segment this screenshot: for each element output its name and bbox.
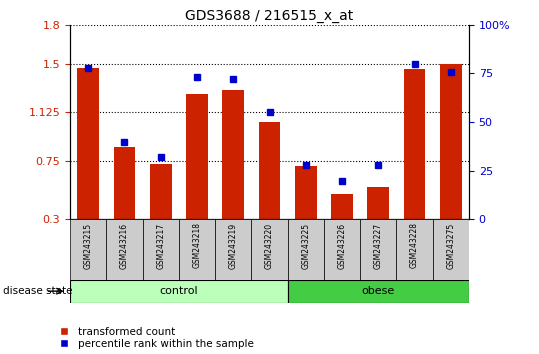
Text: GSM243216: GSM243216: [120, 222, 129, 269]
Bar: [70, 280, 288, 303]
Bar: [440, 64, 462, 219]
Bar: [179, 219, 215, 280]
Bar: [143, 219, 179, 280]
Bar: [288, 280, 469, 303]
Text: GSM243217: GSM243217: [156, 222, 165, 269]
Text: GSM243219: GSM243219: [229, 222, 238, 269]
Bar: [288, 219, 324, 280]
Text: GSM243220: GSM243220: [265, 222, 274, 269]
Bar: [396, 219, 433, 280]
Text: GDS3688 / 216515_x_at: GDS3688 / 216515_x_at: [185, 9, 354, 23]
Text: disease state: disease state: [3, 286, 72, 296]
Bar: [259, 122, 280, 219]
Text: GSM243227: GSM243227: [374, 222, 383, 269]
Text: GSM243275: GSM243275: [446, 222, 455, 269]
Bar: [223, 90, 244, 219]
Bar: [215, 219, 251, 280]
Bar: [295, 166, 316, 219]
Bar: [251, 219, 288, 280]
Bar: [331, 194, 353, 219]
Bar: [368, 187, 389, 219]
Text: GSM243226: GSM243226: [337, 222, 347, 269]
Text: control: control: [160, 286, 198, 296]
Legend: transformed count, percentile rank within the sample: transformed count, percentile rank withi…: [54, 327, 253, 349]
Text: GSM243215: GSM243215: [84, 222, 93, 269]
Bar: [360, 219, 396, 280]
Bar: [186, 93, 208, 219]
Text: GSM243225: GSM243225: [301, 222, 310, 269]
Text: obese: obese: [362, 286, 395, 296]
Bar: [433, 219, 469, 280]
Bar: [106, 219, 143, 280]
Bar: [404, 69, 425, 219]
Text: GSM243218: GSM243218: [192, 222, 202, 268]
Bar: [324, 219, 360, 280]
Bar: [150, 164, 171, 219]
Bar: [114, 147, 135, 219]
Text: GSM243228: GSM243228: [410, 222, 419, 268]
Bar: [70, 219, 106, 280]
Bar: [77, 68, 99, 219]
